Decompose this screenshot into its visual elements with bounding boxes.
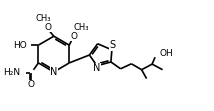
Text: HO: HO (13, 41, 27, 50)
Text: N: N (93, 63, 100, 73)
Text: O: O (71, 32, 78, 41)
Text: N: N (50, 67, 58, 77)
Text: O: O (44, 23, 51, 32)
Text: H₂N: H₂N (3, 68, 21, 77)
Text: O: O (28, 80, 35, 89)
Text: S: S (110, 40, 116, 50)
Text: OH: OH (159, 49, 173, 58)
Text: CH₃: CH₃ (35, 14, 51, 23)
Text: CH₃: CH₃ (73, 23, 89, 32)
